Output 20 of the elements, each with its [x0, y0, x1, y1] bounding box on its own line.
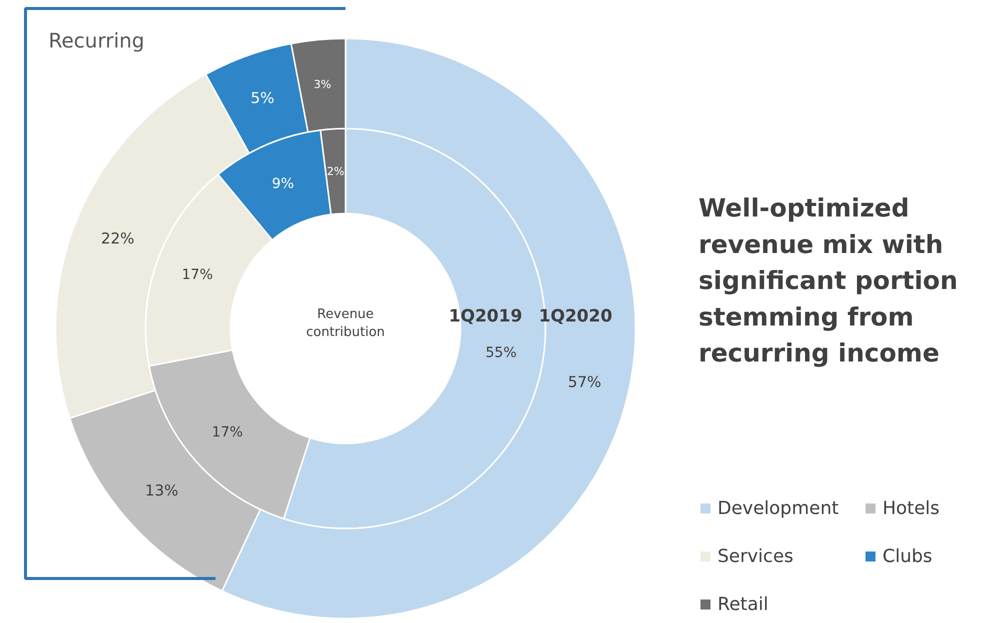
data-label: 22% [101, 229, 134, 248]
data-label: 2% [326, 164, 344, 178]
data-label: 5% [250, 88, 274, 107]
slice-label: 1Q2019 [448, 306, 522, 326]
text: Well-optimized revenue mix with significant portion stemming from recurring income [698, 194, 958, 368]
text: Revenue contribution [306, 307, 385, 340]
slice-label: 1Q2020 [538, 306, 612, 326]
legend-label: Services [718, 546, 794, 567]
data-label: 9% [272, 176, 294, 192]
data-label: 17% [212, 424, 243, 441]
data-label: 55% [486, 345, 517, 362]
data-label: 57% [568, 372, 602, 391]
legend-label: Clubs [882, 546, 932, 567]
legend-label: Retail [718, 594, 768, 615]
data-label: 3% [314, 78, 332, 92]
data-label: 13% [145, 482, 178, 500]
legend-label: Development [718, 498, 839, 519]
text: Recurring [48, 28, 144, 52]
legend-label: Hotels [882, 498, 940, 519]
data-label: 17% [182, 267, 213, 284]
